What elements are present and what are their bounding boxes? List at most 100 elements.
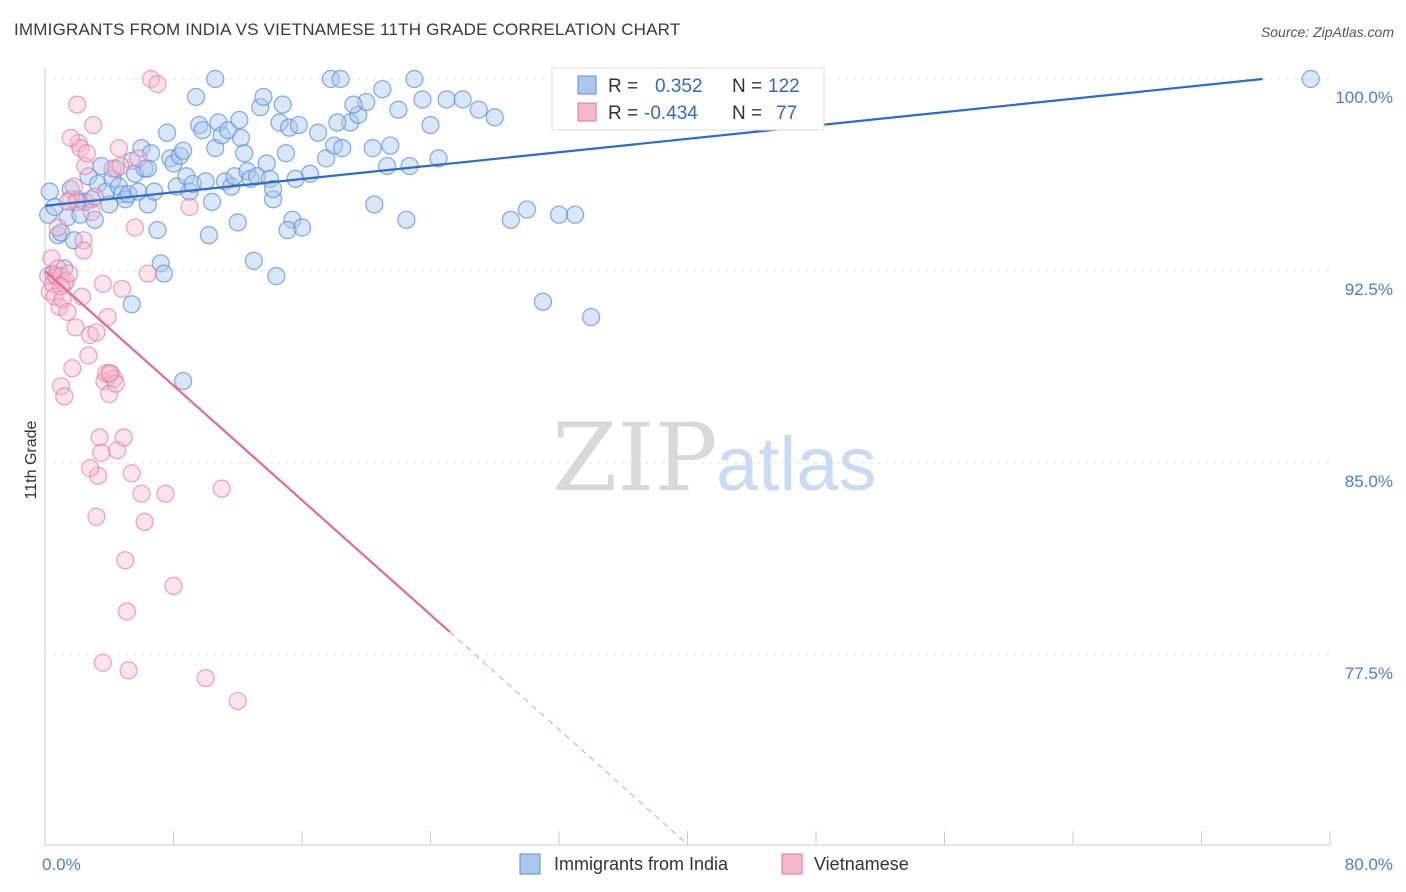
bottom-legend-india: Immigrants from India [554, 854, 729, 874]
vietnamese-point [90, 428, 109, 447]
bottom-legend-vietnamese: Vietnamese [814, 854, 909, 874]
legend-n-label-india: N = [732, 76, 762, 97]
india-point [283, 210, 302, 229]
india-point [186, 87, 206, 107]
series-india-points [39, 69, 1320, 391]
india-point [365, 195, 384, 214]
vietnamese-point [117, 602, 137, 621]
india-point [549, 205, 569, 224]
india-point [92, 156, 111, 176]
india-point [413, 90, 432, 109]
vietnamese-point [55, 387, 74, 406]
vietnamese-point [138, 264, 157, 283]
vietnamese-point [93, 274, 112, 293]
legend-swatch-vietnamese [577, 102, 597, 122]
legend-n-value-vietnamese: 77 [776, 103, 797, 124]
vietnamese-point [77, 144, 96, 163]
vietnamese-point [66, 318, 85, 337]
vietnamese-point [59, 264, 79, 283]
india-point [267, 267, 286, 286]
india-point [257, 154, 276, 173]
vietnamese-point [228, 691, 247, 711]
y-tick-label: 77.5% [1345, 664, 1393, 683]
india-point [48, 226, 67, 245]
india-trend-line [44, 77, 1263, 207]
watermark-atlas: atlas [716, 422, 877, 507]
india-point [421, 115, 440, 135]
india-point [157, 123, 177, 142]
vietnamese-point [87, 323, 106, 342]
vietnamese-point [92, 443, 111, 462]
india-point [344, 95, 363, 114]
india-point [206, 69, 225, 89]
stats-legend: R = 0.352 N = 122 R = -0.434 N = 77 [551, 67, 825, 131]
india-point [251, 98, 270, 117]
india-point [331, 69, 350, 89]
vietnamese-point [164, 576, 183, 595]
vietnamese-point [196, 668, 215, 688]
axes [44, 68, 1331, 846]
india-point [79, 167, 98, 186]
india-point [276, 144, 296, 163]
x-tick-labels: 0.0% 80.0% [42, 855, 1393, 874]
vietnamese-point [42, 249, 61, 268]
india-point [321, 69, 341, 89]
legend-box [551, 67, 825, 131]
india-point [289, 115, 308, 135]
india-point [230, 110, 249, 130]
y-axis-label: 11th Grade [23, 420, 40, 499]
watermark-zip: ZIP [552, 404, 718, 513]
gridlines [45, 78, 1330, 656]
legend-swatch-india [577, 75, 597, 95]
y-tick-label: 100.0% [1335, 88, 1393, 107]
bottom-legend: Immigrants from India Vietnamese [519, 853, 909, 875]
y-tick-labels: 77.5% 85.0% 92.5% 100.0% [1335, 88, 1393, 683]
chart-title: IMMIGRANTS FROM INDIA VS VIETNAMESE 11TH… [14, 20, 681, 39]
india-point [263, 179, 283, 199]
vietnamese-point [63, 359, 82, 378]
vietnamese-point [122, 464, 141, 483]
legend-r-label-india: R = [608, 76, 638, 97]
india-point [582, 307, 601, 327]
india-point [228, 213, 247, 232]
india-point [199, 226, 218, 245]
india-point [132, 139, 151, 158]
vietnamese-point [119, 661, 138, 680]
vietnamese-point [212, 479, 231, 498]
vietnamese-point [111, 156, 130, 176]
india-point [235, 144, 254, 163]
india-point [378, 156, 397, 176]
india-point [316, 149, 336, 168]
india-point [174, 141, 193, 160]
india-point [565, 205, 585, 224]
india-point [373, 80, 392, 99]
india-point [349, 105, 368, 124]
legend-r-label-vietnamese: R = [608, 103, 638, 124]
india-point [122, 295, 141, 314]
vietnamese-point [109, 139, 128, 158]
vietnamese-point [80, 459, 100, 478]
india-point [501, 210, 520, 229]
trend-lines [44, 77, 1263, 845]
vietnamese-point [148, 75, 167, 94]
x-tick-label: 80.0% [1345, 855, 1393, 874]
vietnamese-point [100, 364, 119, 383]
india-point [40, 182, 59, 201]
india-point [485, 108, 504, 127]
india-point [273, 95, 292, 114]
vietnamese-point [85, 187, 104, 206]
vietnamese-point [132, 484, 151, 503]
india-point [190, 115, 209, 135]
india-point [154, 264, 173, 283]
india-point [437, 90, 456, 109]
legend-r-value-vietnamese: -0.434 [644, 103, 698, 124]
vietnamese-point [79, 346, 98, 365]
india-point [263, 190, 283, 209]
vietnamese-point [74, 241, 93, 260]
india-point [174, 371, 193, 391]
x-tick-label: 0.0% [42, 855, 81, 874]
india-point [363, 139, 382, 158]
bottom-legend-swatch-vietnamese [781, 853, 803, 875]
india-point [202, 192, 222, 211]
